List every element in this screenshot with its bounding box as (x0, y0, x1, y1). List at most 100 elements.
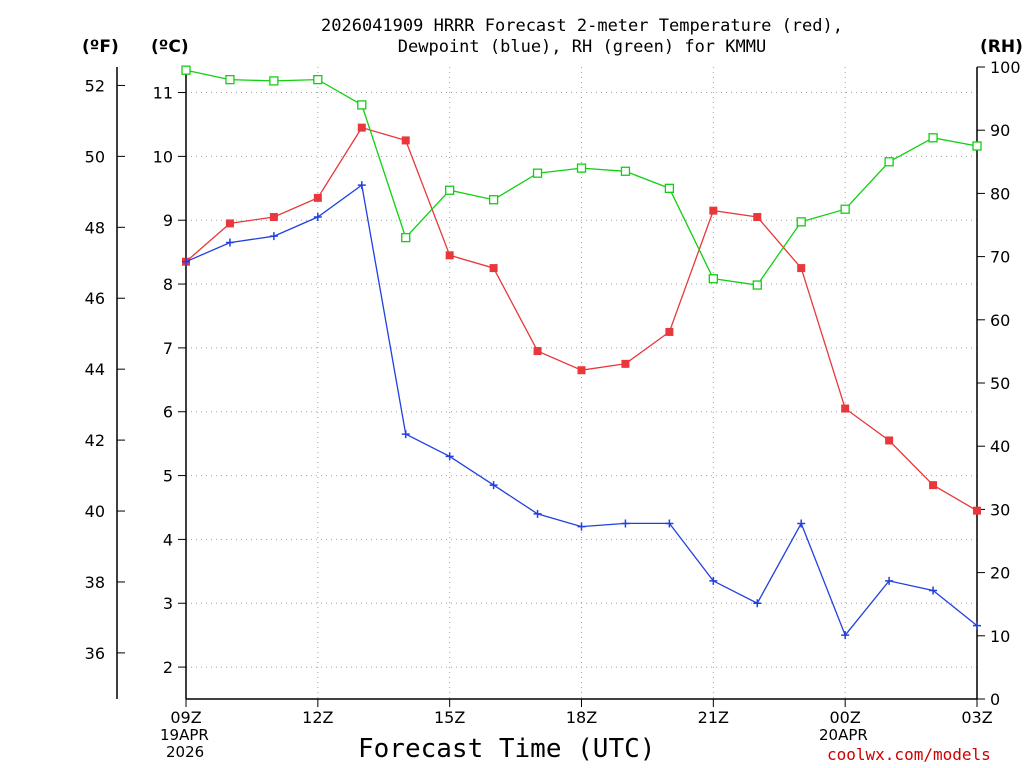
temperature-point (753, 213, 762, 222)
fahrenheit-tick-label: 42 (85, 431, 105, 450)
grid-lines (186, 67, 977, 699)
fahrenheit-tick-label: 36 (85, 644, 105, 663)
rh-tick-label: 0 (990, 690, 1000, 709)
chart-title-line-1: 2026041909 HRRR Forecast 2-meter Tempera… (321, 16, 843, 36)
dewpoint-point (665, 519, 674, 528)
rh-tick-label: 40 (990, 437, 1010, 456)
temperature-point (445, 251, 454, 260)
fahrenheit-tick-label: 48 (85, 218, 105, 237)
dewpoint-point (313, 213, 322, 222)
rh-tick-label: 100 (990, 58, 1021, 77)
start-date-day: 19APR (160, 726, 209, 744)
rh-tick-label: 10 (990, 627, 1010, 646)
fahrenheit-axis-unit: (ºF) (82, 37, 119, 57)
temperature-point (929, 481, 938, 490)
rh-tick-label: 90 (990, 121, 1010, 140)
temperature-point (709, 206, 718, 215)
time-tick-label: 15Z (434, 708, 465, 727)
start-date-year: 2026 (166, 743, 205, 761)
dewpoint-point (182, 257, 190, 266)
temperature-point (357, 123, 366, 132)
celsius-tick-label: 10 (153, 147, 173, 166)
rh-point (664, 183, 675, 193)
dewpoint-point (753, 599, 762, 608)
rh-tick-label: 80 (990, 184, 1010, 203)
time-tick-label: 03Z (961, 708, 992, 727)
rh-tick-label: 30 (990, 500, 1010, 519)
rh-point (972, 141, 982, 151)
rh-point (445, 185, 455, 195)
rh-tick-label: 60 (990, 311, 1010, 330)
rh-point (752, 280, 762, 290)
temperature-point (225, 219, 234, 228)
dewpoint-point (929, 586, 938, 595)
time-tick-label: 21Z (698, 708, 729, 727)
celsius-tick-label: 11 (153, 84, 173, 103)
dewpoint-point (269, 232, 278, 241)
dewpoint-point (533, 509, 542, 518)
rh-point (928, 133, 938, 143)
rh-point (576, 163, 587, 173)
temperature-point (489, 264, 498, 273)
celsius-axis-unit: (ºC) (151, 37, 189, 57)
rh-tick-label: 50 (990, 374, 1010, 393)
rh-point (181, 65, 191, 75)
dewpoint-point (445, 452, 454, 461)
dewpoint-point (401, 430, 410, 439)
dewpoint-point (577, 522, 586, 531)
temperature-point (665, 327, 674, 336)
rh-point (840, 204, 850, 214)
celsius-tick-label: 7 (163, 339, 173, 358)
dewpoint-point (841, 631, 850, 640)
dewpoint-point (489, 481, 498, 490)
axes: 2 3 4 5 6 7 8 9 10 11 36 38 40 42 44 46 48 50 52 0 10 20 30 40 5… (85, 58, 1021, 727)
dewpoint-point (885, 576, 894, 585)
temperature-point (313, 193, 322, 202)
dewpoint-point (621, 519, 630, 528)
temperature-point (885, 436, 894, 445)
temperature-point (973, 506, 981, 515)
dewpoint-point (225, 238, 234, 247)
series (181, 65, 982, 640)
dewpoint-point (357, 181, 366, 190)
rh-point (313, 74, 323, 85)
celsius-tick-label: 8 (163, 275, 173, 294)
x-axis-label: Forecast Time (UTC) (358, 734, 656, 764)
rh-point (884, 157, 894, 167)
temperature-point (621, 359, 630, 368)
time-tick-label: 18Z (566, 708, 597, 727)
chart-title-line-2: Dewpoint (blue), RH (green) for KMMU (397, 37, 767, 57)
next-date-day: 20APR (819, 726, 868, 744)
temperature-point (841, 404, 850, 413)
celsius-tick-label: 3 (163, 594, 173, 613)
temperature-point (797, 264, 806, 273)
fahrenheit-tick-label: 38 (85, 573, 105, 592)
celsius-tick-label: 5 (163, 467, 173, 486)
temperature-point (401, 136, 410, 145)
fahrenheit-tick-label: 44 (85, 360, 105, 379)
temperature-line (185, 126, 978, 512)
temperature-point (577, 366, 586, 375)
rh-point (796, 217, 806, 227)
celsius-tick-label: 4 (163, 530, 173, 549)
rh-point (488, 195, 499, 205)
fahrenheit-tick-label: 50 (85, 147, 105, 166)
celsius-tick-label: 9 (163, 211, 173, 230)
dewpoint-point (709, 576, 718, 585)
rh-point (225, 74, 235, 85)
rh-point (620, 166, 631, 176)
rh-tick-label: 70 (990, 248, 1010, 267)
fahrenheit-tick-label: 40 (85, 502, 105, 521)
time-tick-label: 09Z (170, 708, 201, 727)
celsius-tick-label: 6 (163, 403, 173, 422)
rh-tick-label: 20 (990, 564, 1010, 583)
rh-point (532, 168, 543, 178)
rh-axis-unit: (RH) (980, 37, 1023, 57)
time-tick-label: 12Z (302, 708, 333, 727)
time-tick-label: 00Z (830, 708, 861, 727)
rh-point (269, 76, 279, 86)
dewpoint-point (797, 519, 806, 528)
temperature-point (533, 347, 542, 356)
rh-point (708, 274, 718, 284)
